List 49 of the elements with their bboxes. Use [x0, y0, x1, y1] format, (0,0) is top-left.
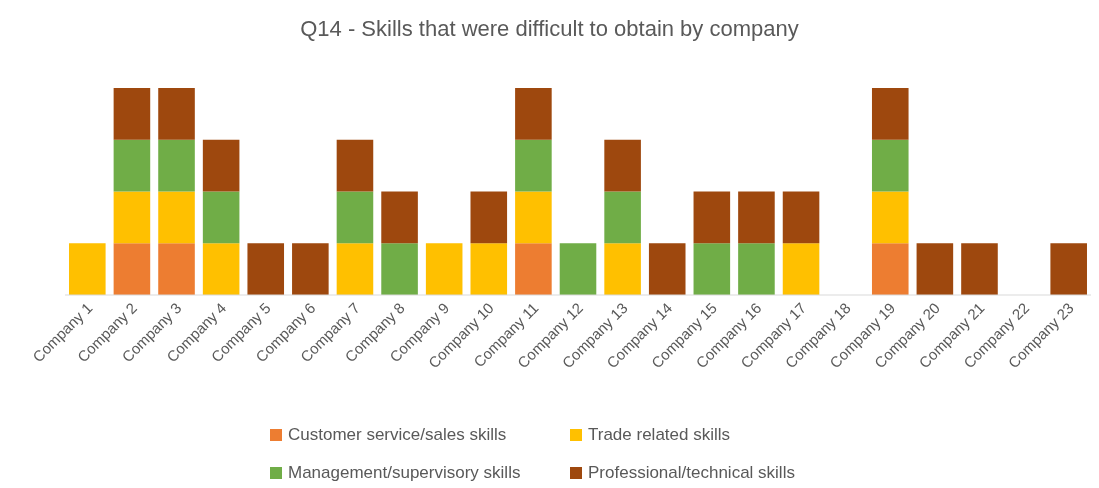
- bar: [871, 191, 909, 244]
- bar: [1050, 243, 1087, 295]
- bar: [425, 243, 463, 295]
- bar: [693, 243, 731, 295]
- bar: [470, 191, 508, 244]
- bar: [515, 88, 552, 140]
- bar: [916, 243, 954, 295]
- bar: [158, 191, 195, 244]
- bar: [738, 243, 775, 295]
- bar: [604, 191, 641, 244]
- legend-label: Professional/technical skills: [588, 463, 795, 482]
- bar: [693, 191, 731, 244]
- bar: [871, 139, 909, 192]
- bar: [202, 139, 240, 192]
- bar: [782, 191, 820, 244]
- bar: [604, 139, 641, 192]
- bar: [202, 243, 240, 295]
- legend-label: Trade related skills: [588, 425, 731, 444]
- bar: [336, 191, 374, 244]
- bar: [782, 243, 820, 295]
- chart-title: Q14 - Skills that were difficult to obtain by company: [300, 16, 799, 41]
- bar: [158, 243, 195, 295]
- bar: [515, 191, 552, 244]
- bar: [113, 88, 151, 140]
- bar: [69, 243, 106, 295]
- bar: [515, 139, 552, 192]
- bar: [158, 139, 195, 192]
- bar: [648, 243, 686, 295]
- bar: [113, 139, 151, 192]
- bar: [202, 191, 240, 244]
- bar: [113, 243, 151, 295]
- bar: [292, 243, 329, 295]
- bar: [336, 139, 374, 192]
- bar: [158, 88, 195, 140]
- bar: [604, 243, 641, 295]
- bar: [871, 88, 909, 140]
- bar: [515, 243, 552, 295]
- bar: [381, 243, 418, 295]
- bar: [738, 191, 775, 244]
- bar: [336, 243, 374, 295]
- legend-label: Management/supervisory skills: [288, 463, 521, 482]
- bar: [381, 191, 418, 244]
- bar: [470, 243, 508, 295]
- bar: [961, 243, 998, 295]
- bar: [559, 243, 597, 295]
- bar: [113, 191, 151, 244]
- bar: [871, 243, 909, 295]
- legend-label: Customer service/sales skills: [288, 425, 507, 444]
- bar: [247, 243, 285, 295]
